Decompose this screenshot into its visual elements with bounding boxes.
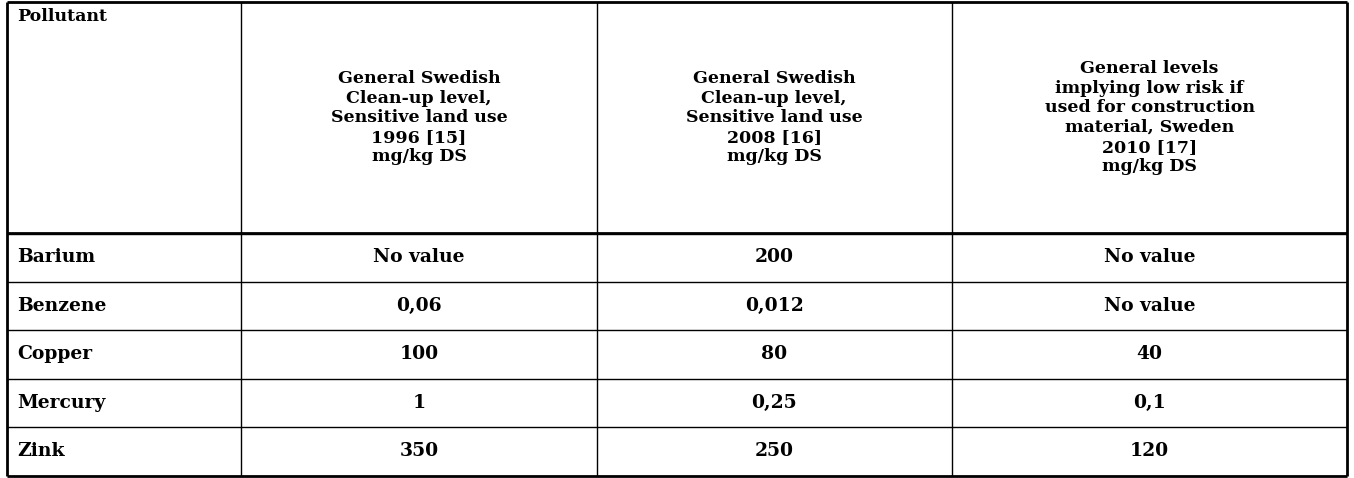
Text: 120: 120 (1131, 442, 1169, 460)
Text: No value: No value (374, 248, 464, 266)
Text: 0,25: 0,25 (751, 394, 798, 412)
Text: Zink: Zink (18, 442, 65, 460)
Text: 0,06: 0,06 (397, 297, 441, 315)
Text: Pollutant: Pollutant (18, 8, 107, 25)
Text: No value: No value (1104, 248, 1196, 266)
Text: 200: 200 (754, 248, 793, 266)
Text: Copper: Copper (18, 345, 92, 363)
Text: No value: No value (1104, 297, 1196, 315)
Text: General Swedish
Clean-up level,
Sensitive land use
1996 [15]
mg/kg DS: General Swedish Clean-up level, Sensitiv… (330, 70, 508, 165)
Text: General Swedish
Clean-up level,
Sensitive land use
2008 [16]
mg/kg DS: General Swedish Clean-up level, Sensitiv… (686, 70, 862, 165)
Text: 0,012: 0,012 (745, 297, 803, 315)
Text: Barium: Barium (18, 248, 96, 266)
Text: Benzene: Benzene (18, 297, 107, 315)
Text: General levels
implying low risk if
used for construction
material, Sweden
2010 : General levels implying low risk if used… (1044, 60, 1255, 175)
Text: 1: 1 (413, 394, 425, 412)
Text: 350: 350 (399, 442, 439, 460)
Text: 0,1: 0,1 (1133, 394, 1166, 412)
Text: 100: 100 (399, 345, 439, 363)
Text: 40: 40 (1136, 345, 1163, 363)
Text: 80: 80 (761, 345, 787, 363)
Text: Mercury: Mercury (18, 394, 106, 412)
Text: 250: 250 (754, 442, 793, 460)
